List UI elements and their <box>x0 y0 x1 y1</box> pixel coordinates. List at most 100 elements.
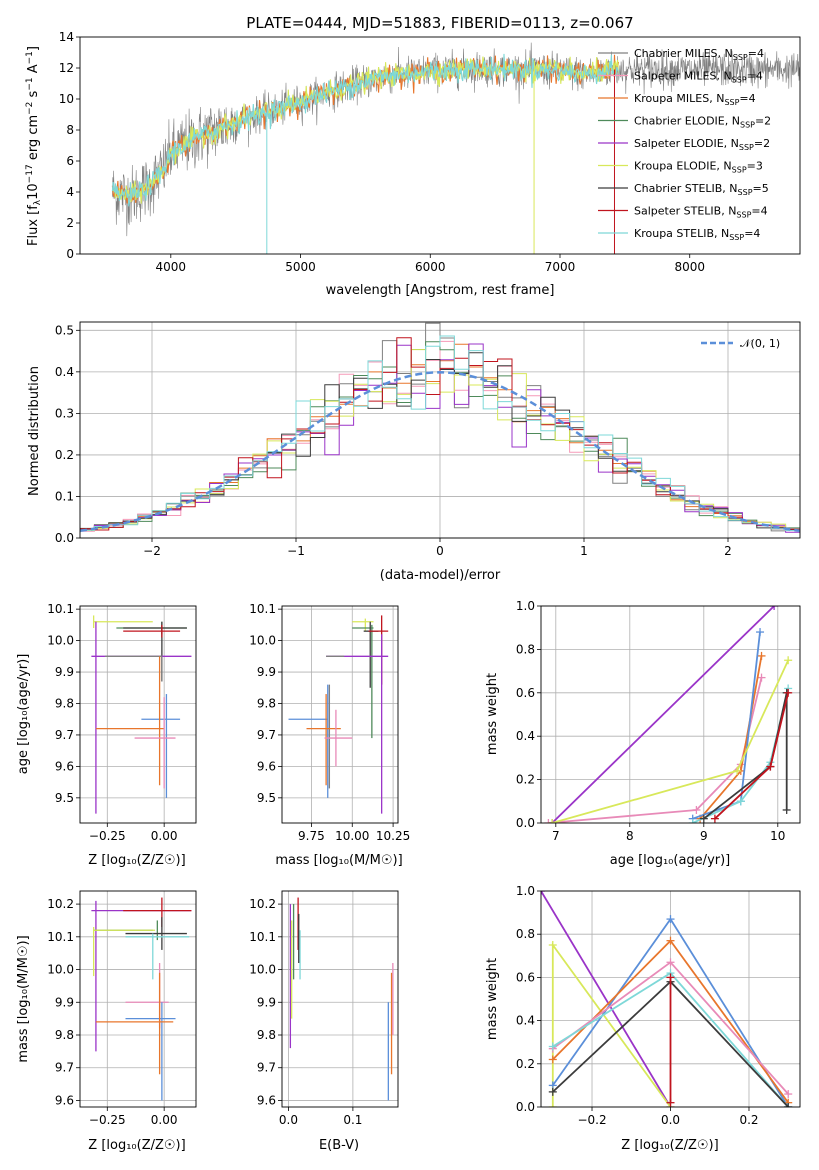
y-tick-label: 10.1 <box>47 930 74 944</box>
x-tick-label: 10 <box>770 829 785 843</box>
massZ-ylabel: mass [log₁₀(M/M☉)] <box>16 935 31 1062</box>
legend-label: Kroupa ELODIE, NSSP=3 <box>634 160 763 175</box>
y-tick-label: 9.6 <box>55 759 74 773</box>
legend-label: Chabrier MILES, NSSP=4 <box>634 47 764 62</box>
y-tick-label: 6 <box>66 154 74 168</box>
y-tick-label: 12 <box>59 61 74 75</box>
y-tick-label: 0 <box>66 247 74 261</box>
wZ-xlabel: Z [log₁₀(Z/Z☉)] <box>621 1138 718 1153</box>
x-tick-label: 2 <box>724 544 732 558</box>
plot-area <box>111 42 800 254</box>
x-tick-label: 5000 <box>285 260 316 274</box>
y-tick-label: 9.9 <box>257 665 276 679</box>
x-tick-label: 0.1 <box>343 1113 362 1127</box>
legend-label: Salpeter STELIB, NSSP=4 <box>634 205 768 220</box>
y-tick-label: 10.1 <box>249 602 276 616</box>
legend-label: Salpeter MILES, NSSP=4 <box>634 70 763 85</box>
y-tick-label: 9.7 <box>55 1061 74 1075</box>
x-tick-label: 1 <box>580 544 588 558</box>
axes-frame <box>79 321 801 539</box>
legend-label: Chabrier STELIB, NSSP=5 <box>634 182 769 197</box>
y-tick-label: 0.2 <box>516 773 535 787</box>
y-tick-label: 0.1 <box>55 489 74 503</box>
y-tick-label: 9.7 <box>257 1061 276 1075</box>
plot-area <box>544 606 793 823</box>
x-tick-label: 0.00 <box>151 1113 178 1127</box>
y-tick-label: 4 <box>66 185 74 199</box>
age-vs-mass-panel: 9.75 10.00 10.25 9.5 9.6 9.7 9.8 9.9 10.0 10.1 ma… <box>249 602 410 868</box>
y-tick-label: 14 <box>59 30 74 44</box>
y-tick-label: 0.6 <box>516 686 535 700</box>
residual-ylabel: Normed distribution <box>27 366 42 496</box>
y-tick-label: 0.4 <box>516 729 535 743</box>
massZ-xlabel: Z [log₁₀(Z/Z☉)] <box>88 1138 185 1153</box>
x-tick-label: −1 <box>287 544 305 558</box>
y-tick-label: 9.6 <box>55 1093 74 1107</box>
y-tick-label: 0.4 <box>55 365 74 379</box>
y-tick-label: 9.8 <box>55 1028 74 1042</box>
y-tick-label: 0.0 <box>516 1100 535 1114</box>
x-tick-label: 0.0 <box>279 1113 298 1127</box>
x-tick-label: −0.2 <box>577 1113 606 1127</box>
x-tick-label: 7000 <box>545 260 576 274</box>
residual-histogram-panel: −2 −1 0 1 2 0.0 0.1 0.2 0.3 0.4 0.5 (data-model)/e… <box>27 321 801 583</box>
histogram-series <box>80 335 800 532</box>
gaussian-curve <box>80 371 800 532</box>
x-tick-label: 0.2 <box>739 1113 758 1127</box>
x-tick-label: 8000 <box>674 260 705 274</box>
y-tick-label: 10.2 <box>249 897 276 911</box>
ageM-xlabel: mass [log₁₀(M/M☉)] <box>275 853 402 868</box>
y-tick-label: 9.8 <box>257 1028 276 1042</box>
y-tick-label: 0.2 <box>516 1057 535 1071</box>
x-tick-label: 6000 <box>415 260 446 274</box>
y-tick-label: 10.0 <box>249 634 276 648</box>
y-tick-label: 9.9 <box>257 995 276 1009</box>
y-tick-label: 10.1 <box>47 602 74 616</box>
axes-frame <box>540 890 801 1108</box>
y-tick-label: 10.2 <box>47 897 74 911</box>
age-vs-metallicity-panel: −0.25 0.00 9.5 9.6 9.7 9.8 9.9 10.0 10.1 Z [log₁… <box>16 602 197 868</box>
mass-vs-metallicity-panel: −0.25 0.00 9.6 9.7 9.8 9.9 10.0 10.1 10.2 Z [log… <box>16 890 197 1153</box>
y-tick-label: 9.7 <box>257 728 276 742</box>
y-tick-label: 10.0 <box>47 963 74 977</box>
y-tick-label: 9.5 <box>55 791 74 805</box>
spectrum-legend: Chabrier MILES, NSSP=4 Salpeter MILES, NS… <box>598 47 771 242</box>
x-tick-label: −2 <box>143 544 161 558</box>
spectrum-panel: PLATE=0444, MJD=51883, FIBERID=0113, z=0… <box>25 14 801 298</box>
x-tick-label: 4000 <box>156 260 187 274</box>
y-tick-label: 9.8 <box>257 696 276 710</box>
ageZ-ylabel: age [log₁₀(age/yr)] <box>16 654 31 775</box>
y-tick-label: 0.8 <box>516 927 535 941</box>
spectrum-xlabel: wavelength [Angstrom, rest frame] <box>326 283 555 298</box>
y-tick-label: 8 <box>66 123 74 137</box>
y-tick-label: 9.5 <box>257 791 276 805</box>
axes-frame <box>540 605 801 824</box>
x-tick-label: 0.00 <box>151 829 178 843</box>
y-tick-label: 9.7 <box>55 728 74 742</box>
weight-series-line <box>551 606 775 823</box>
x-tick-label: 10.00 <box>335 829 369 843</box>
y-tick-label: 9.9 <box>55 665 74 679</box>
y-tick-label: 0.2 <box>55 448 74 462</box>
plot-area <box>91 615 192 814</box>
axes-frame <box>79 890 197 1108</box>
y-tick-label: 1.0 <box>516 884 535 898</box>
legend-label: Chabrier ELODIE, NSSP=2 <box>634 115 771 130</box>
y-tick-label: 9.9 <box>55 995 74 1009</box>
y-tick-label: 0.4 <box>516 1014 535 1028</box>
plot-area <box>541 891 793 1107</box>
y-tick-label: 0.0 <box>516 816 535 830</box>
weight-vs-metallicity-panel: −0.2 0.0 0.2 0.0 0.2 0.4 0.6 0.8 1.0 Z [log₁₀(Z/… <box>485 884 801 1153</box>
plot-area <box>288 615 389 814</box>
y-tick-label: 0.8 <box>516 642 535 656</box>
residual-xlabel: (data-model)/error <box>380 568 501 583</box>
y-tick-label: 10.0 <box>249 963 276 977</box>
spectrum-ylabel: Flux [fλ10−17 erg cm−2 s−1 A−1] <box>25 46 43 246</box>
residual-legend: 𝒩(0, 1) <box>701 337 780 350</box>
plot-area <box>80 322 800 534</box>
axes-frame <box>281 890 399 1108</box>
axes-frame <box>79 36 801 255</box>
y-tick-label: 1.0 <box>516 599 535 613</box>
y-tick-label: 10.1 <box>249 930 276 944</box>
